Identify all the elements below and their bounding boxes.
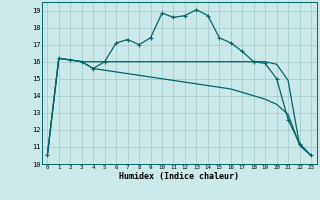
X-axis label: Humidex (Indice chaleur): Humidex (Indice chaleur) <box>119 172 239 181</box>
